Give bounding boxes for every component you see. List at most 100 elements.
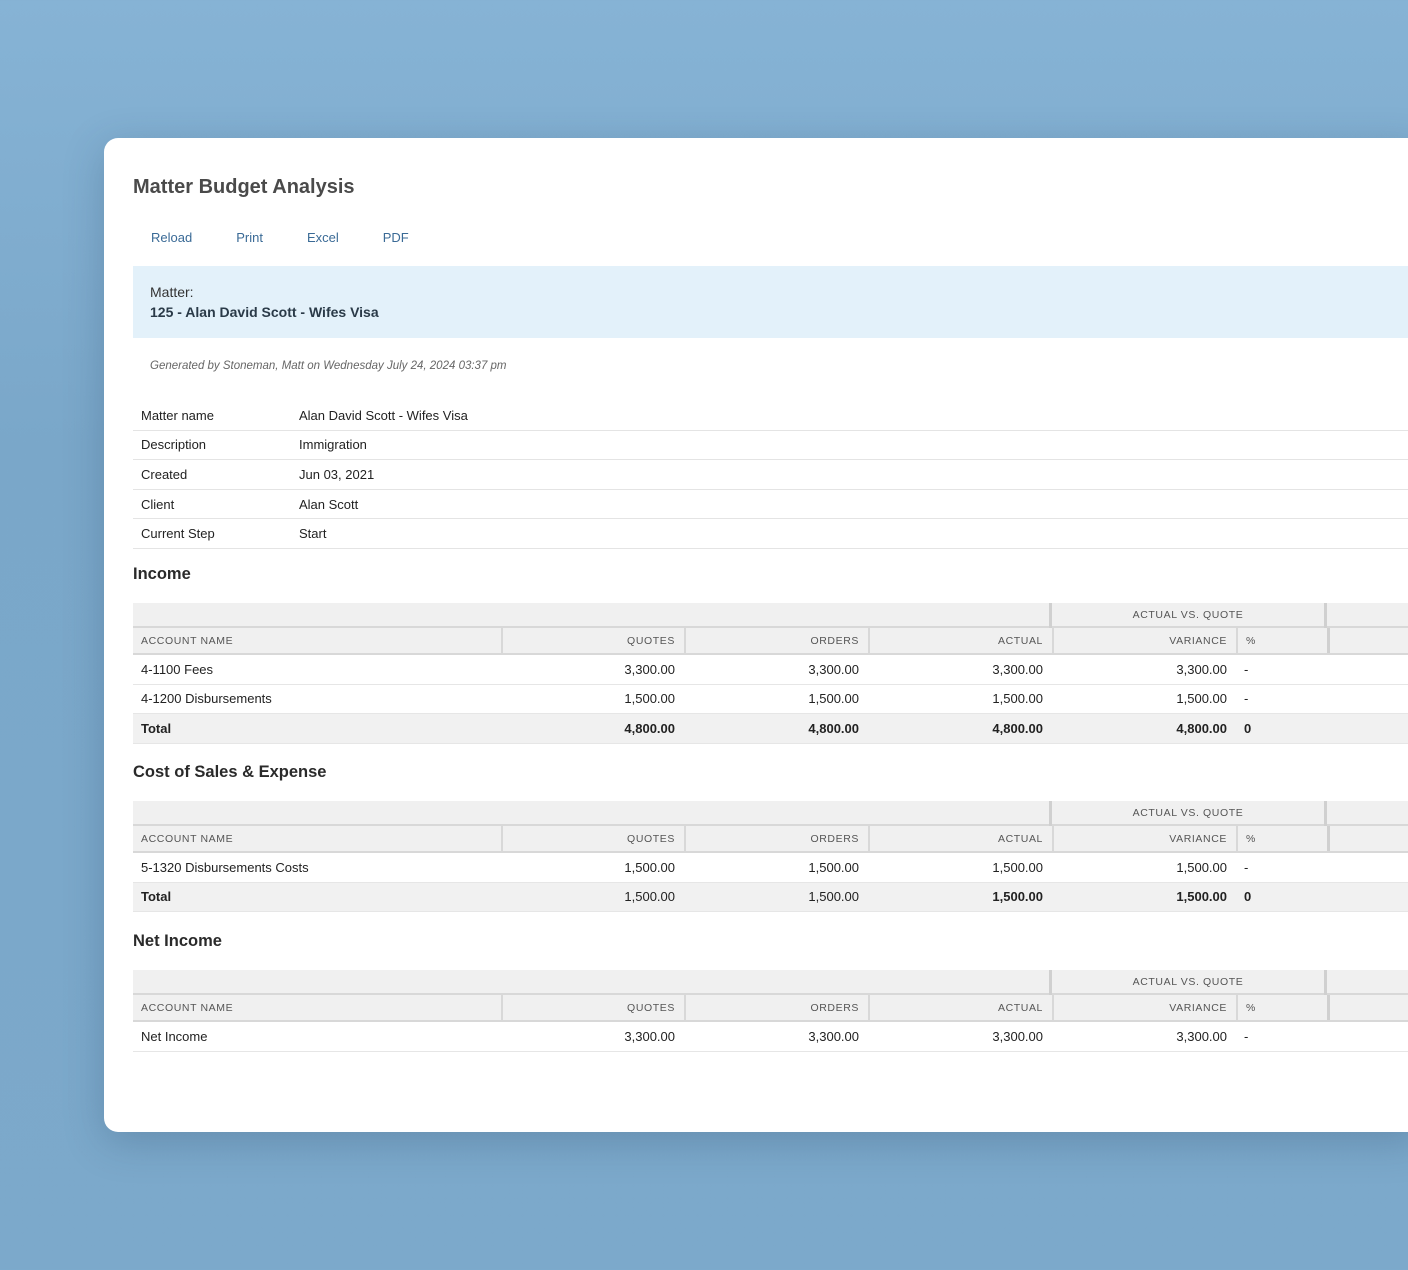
matter-value: 125 - Alan David Scott - Wifes Visa [150,304,379,320]
info-row: Matter name Alan David Scott - Wifes Vis… [133,401,1408,431]
table-header: ACCOUNT NAME QUOTES ORDERS ACTUAL VARIAN… [133,826,1408,853]
table-group-header: ACTUAL VS. QUOTE [133,801,1408,826]
excel-button[interactable]: Excel [306,230,339,245]
table-row: 5-1320 Disbursements Costs 1,500.00 1,50… [133,853,1408,883]
group-header-actual-vs-quote: ACTUAL VS. QUOTE [1049,603,1327,628]
cell-orders: 1,500.00 [808,889,859,905]
table-row: 4-1100 Fees 3,300.00 3,300.00 3,300.00 3… [133,655,1408,685]
toolbar: Reload Print Excel PDF [151,230,453,245]
info-row: Created Jun 03, 2021 [133,460,1408,490]
income-table: ACTUAL VS. QUOTE ACCOUNT NAME QUOTES ORD… [133,603,1408,744]
cell-pct: 0 [1244,889,1252,905]
header-quotes[interactable]: QUOTES [501,628,684,653]
income-title: Income [133,565,191,583]
header-account-name[interactable]: ACCOUNT NAME [141,1001,234,1014]
print-button[interactable]: Print [236,230,263,245]
cell-actual: 1,500.00 [992,859,1043,875]
total-row: Total 1,500.00 1,500.00 1,500.00 1,500.0… [133,882,1408,913]
info-key: Created [141,466,188,482]
group-header-actual-vs-quote: ACTUAL VS. QUOTE [1049,801,1327,826]
cell-variance: 1,500.00 [1176,889,1227,905]
cell-orders: 4,800.00 [808,720,859,736]
cell-orders: 3,300.00 [808,1028,859,1044]
table-row: Net Income 3,300.00 3,300.00 3,300.00 3,… [133,1022,1408,1052]
cell-pct: - [1244,859,1249,875]
header-pct[interactable]: % [1236,826,1327,851]
header-variance[interactable]: VARIANCE [1052,995,1236,1020]
header-variance[interactable]: VARIANCE [1052,826,1236,851]
header-variance[interactable]: VARIANCE [1052,628,1236,653]
cell-quotes: 3,300.00 [624,661,675,677]
header-actual[interactable]: ACTUAL [868,628,1052,653]
header-extra [1327,628,1408,653]
cell-pct: - [1244,1028,1249,1044]
cell-variance: 3,300.00 [1176,661,1227,677]
cell-variance: 1,500.00 [1176,691,1227,707]
cell-pct: - [1244,661,1249,677]
table-row: 4-1200 Disbursements 1,500.00 1,500.00 1… [133,685,1408,715]
cell-actual: 3,300.00 [992,661,1043,677]
info-value: Immigration [299,437,367,453]
group-header-actual-vs-quote: ACTUAL VS. QUOTE [1049,970,1327,995]
page-title: Matter Budget Analysis [133,176,355,198]
info-key: Client [141,496,175,512]
header-actual[interactable]: ACTUAL [868,826,1052,851]
pdf-button[interactable]: PDF [382,230,409,245]
matter-label: Matter: [150,284,194,300]
info-key: Description [141,437,207,453]
report-card: Matter Budget Analysis Reload Print Exce… [104,138,1408,1132]
header-orders[interactable]: ORDERS [684,995,868,1020]
header-extra [1327,995,1408,1020]
header-extra [1327,826,1408,851]
cell-variance: 4,800.00 [1176,720,1227,736]
cell-account-name: Total [141,720,172,736]
info-row: Current Step Start [133,519,1408,549]
cell-account-name: 4-1200 Disbursements [141,691,272,707]
header-orders[interactable]: ORDERS [684,826,868,851]
cost-title: Cost of Sales & Expense [133,763,327,781]
header-account-name[interactable]: ACCOUNT NAME [141,832,234,845]
cell-account-name: 5-1320 Disbursements Costs [141,859,309,875]
table-group-header: ACTUAL VS. QUOTE [133,603,1408,628]
cell-quotes: 4,800.00 [624,720,675,736]
header-quotes[interactable]: QUOTES [501,826,684,851]
info-value: Alan David Scott - Wifes Visa [299,407,468,423]
header-orders[interactable]: ORDERS [684,628,868,653]
cell-account-name: Net Income [141,1028,208,1044]
reload-button[interactable]: Reload [151,230,193,245]
info-value: Alan Scott [299,496,359,512]
cell-actual: 1,500.00 [992,889,1043,905]
total-row: Total 4,800.00 4,800.00 4,800.00 4,800.0… [133,714,1408,744]
cell-orders: 1,500.00 [808,691,859,707]
info-row: Client Alan Scott [133,490,1408,520]
generated-note: Generated by Stoneman, Matt on Wednesday… [150,360,507,372]
header-pct[interactable]: % [1236,628,1327,653]
info-row: Description Immigration [133,431,1408,461]
cell-variance: 1,500.00 [1176,859,1227,875]
matter-info-table: Matter name Alan David Scott - Wifes Vis… [133,401,1408,549]
cell-actual: 3,300.00 [992,1028,1043,1044]
cost-table: ACTUAL VS. QUOTE ACCOUNT NAME QUOTES ORD… [133,801,1408,913]
cell-quotes: 1,500.00 [624,859,675,875]
header-actual[interactable]: ACTUAL [868,995,1052,1020]
cell-quotes: 1,500.00 [624,889,675,905]
header-account-name[interactable]: ACCOUNT NAME [141,634,234,647]
info-value: Start [299,526,327,542]
net-title: Net Income [133,932,222,950]
cell-orders: 1,500.00 [808,859,859,875]
cell-variance: 3,300.00 [1176,1028,1227,1044]
cell-account-name: Total [141,889,172,905]
info-value: Jun 03, 2021 [299,466,375,482]
cell-pct: - [1244,691,1249,707]
cell-actual: 4,800.00 [992,720,1043,736]
cell-actual: 1,500.00 [992,691,1043,707]
matter-banner: Matter: 125 - Alan David Scott - Wifes V… [133,266,1408,338]
cell-account-name: 4-1100 Fees [141,661,214,677]
cell-quotes: 3,300.00 [624,1028,675,1044]
header-quotes[interactable]: QUOTES [501,995,684,1020]
info-key: Current Step [141,526,215,542]
header-pct[interactable]: % [1236,995,1327,1020]
table-header: ACCOUNT NAME QUOTES ORDERS ACTUAL VARIAN… [133,995,1408,1022]
cell-pct: 0 [1244,720,1252,736]
table-header: ACCOUNT NAME QUOTES ORDERS ACTUAL VARIAN… [133,628,1408,655]
